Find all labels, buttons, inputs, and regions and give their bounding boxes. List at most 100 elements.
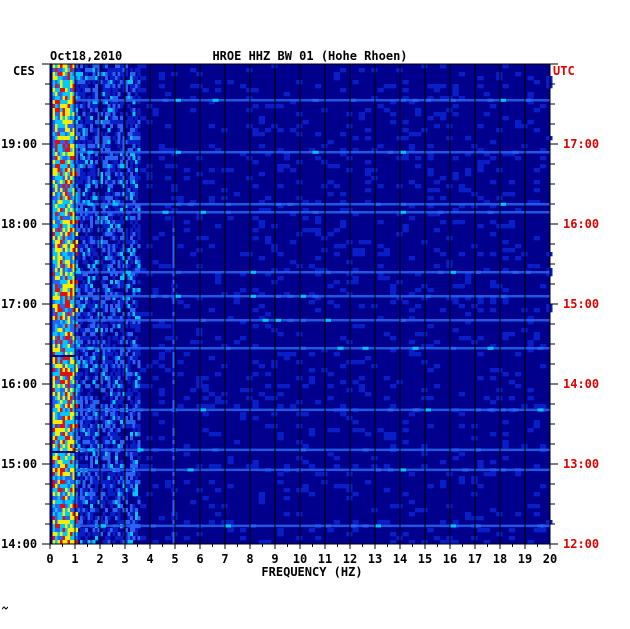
heat-cell	[95, 496, 98, 501]
heat-cell	[72, 380, 76, 385]
heat-cell	[172, 532, 176, 537]
heat-cell	[72, 396, 76, 401]
x-tick-label: 19	[518, 552, 532, 566]
heat-cell	[85, 316, 88, 321]
heat-cell	[107, 136, 111, 141]
heat-cell	[77, 428, 81, 433]
heat-cell	[102, 216, 106, 221]
heat-cell	[132, 180, 136, 185]
heat-cell	[55, 160, 59, 165]
heat-cell	[100, 480, 103, 485]
band-spot	[462, 468, 469, 472]
heat-cell	[72, 260, 76, 265]
heat-cell	[137, 256, 141, 261]
heat-cell	[135, 492, 138, 497]
heat-cell	[533, 420, 540, 425]
heat-cell	[52, 236, 56, 241]
heat-cell	[90, 212, 93, 217]
heat-cell	[137, 328, 141, 333]
heat-cell	[117, 136, 121, 141]
band-line	[75, 203, 550, 206]
heat-cell	[70, 412, 74, 417]
heat-cell	[208, 244, 215, 249]
heat-cell	[57, 404, 61, 409]
heat-cell	[75, 368, 79, 373]
heat-cell	[446, 136, 453, 141]
heat-cell	[87, 188, 91, 193]
heat-cell	[100, 500, 103, 505]
heat-cell	[77, 160, 81, 165]
heat-cell	[107, 536, 111, 541]
heat-cell	[67, 336, 71, 341]
heat-cell	[60, 312, 64, 317]
heat-cell	[92, 540, 96, 545]
heat-cell	[85, 336, 88, 341]
heat-cell	[215, 488, 222, 493]
heat-cell	[77, 188, 81, 193]
heat-cell	[315, 200, 322, 205]
heat-cell	[77, 400, 81, 405]
heat-cell	[65, 76, 69, 81]
heat-cell	[55, 440, 59, 445]
heat-cell	[95, 336, 98, 341]
heat-cell	[62, 500, 66, 505]
heat-cell	[172, 500, 176, 505]
heat-cell	[130, 180, 133, 185]
heat-cell	[383, 488, 390, 493]
heat-cell	[60, 496, 64, 501]
heat-cell	[62, 384, 66, 389]
heat-cell	[60, 116, 64, 121]
heat-cell	[52, 164, 56, 169]
heat-cell	[115, 352, 118, 357]
heat-cell	[122, 364, 126, 369]
heat-cell	[97, 192, 101, 197]
heat-cell	[308, 352, 315, 357]
heat-cell	[358, 304, 365, 309]
heat-cell	[110, 84, 113, 89]
heat-cell	[75, 376, 78, 381]
heat-cell	[60, 356, 64, 361]
heat-cell	[95, 368, 98, 373]
heat-cell	[60, 256, 64, 261]
heat-cell	[70, 168, 74, 173]
heat-cell	[172, 336, 176, 341]
heat-cell	[135, 68, 138, 73]
heat-cell	[97, 172, 101, 177]
heat-cell	[122, 296, 126, 301]
heat-cell	[72, 280, 76, 285]
heat-cell	[72, 92, 76, 97]
heat-cell	[477, 336, 484, 341]
heat-cell	[92, 376, 96, 381]
heat-cell	[82, 200, 86, 205]
heat-cell	[277, 404, 284, 409]
heat-cell	[130, 124, 133, 129]
heat-cell	[135, 180, 138, 185]
heat-cell	[152, 376, 159, 381]
heat-cell	[458, 336, 465, 341]
heat-cell	[117, 120, 121, 125]
heat-cell	[75, 76, 79, 81]
heat-cell	[72, 460, 76, 465]
heat-cell	[130, 172, 133, 177]
heat-cell	[346, 124, 353, 129]
heat-cell	[57, 536, 61, 541]
heat-cell	[85, 132, 88, 137]
heat-cell	[55, 500, 59, 505]
heat-cell	[57, 164, 61, 169]
heat-cell	[132, 424, 136, 429]
heat-cell	[390, 336, 397, 341]
heat-cell	[77, 500, 81, 505]
heat-cell	[112, 164, 116, 169]
heat-cell	[62, 272, 66, 277]
heat-cell	[196, 488, 203, 493]
heat-cell	[67, 496, 71, 501]
heat-cell	[158, 320, 165, 325]
heat-cell	[67, 124, 71, 129]
heat-cell	[55, 372, 59, 377]
heat-cell	[62, 348, 66, 353]
heat-cell	[80, 356, 83, 361]
heat-cell	[75, 340, 78, 345]
heat-cell	[132, 216, 136, 221]
